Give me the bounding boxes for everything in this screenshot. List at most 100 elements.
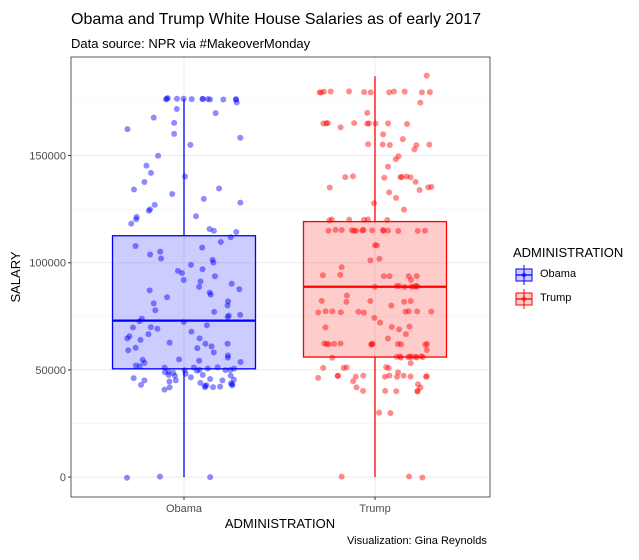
trump-data-point [340, 364, 347, 371]
trump-data-point [405, 308, 412, 315]
trump-data-point [346, 88, 353, 95]
trump-data-point [407, 373, 414, 380]
obama-data-point [132, 362, 139, 369]
trump-data-point [418, 353, 425, 360]
obama-data-point [172, 372, 179, 379]
obama-data-point [207, 474, 214, 481]
obama-data-point [207, 96, 214, 103]
obama-data-point [222, 367, 229, 374]
trump-data-point [417, 99, 424, 106]
trump-data-point [351, 227, 358, 234]
obama-data-point [229, 382, 236, 389]
trump-data-point [371, 283, 378, 290]
trump-box [302, 220, 448, 358]
trump-data-point [406, 323, 413, 330]
trump-data-point [360, 309, 367, 316]
obama-data-point [129, 324, 136, 331]
obama-data-point [196, 366, 203, 373]
trump-data-point [393, 373, 400, 380]
trump-data-point [408, 283, 415, 290]
obama-data-point [136, 318, 143, 325]
obama-data-point [141, 377, 148, 384]
trump-data-point [380, 273, 387, 280]
trump-data-point [361, 89, 368, 96]
trump-data-point [403, 173, 410, 180]
trump-data-point [320, 364, 327, 371]
trump-data-point [367, 89, 374, 96]
obama-data-point [214, 364, 221, 371]
trump-data-point [415, 381, 422, 388]
obama-data-point [202, 384, 209, 391]
trump-data-point [414, 308, 421, 315]
trump-data-point [351, 120, 358, 127]
obama-data-point [227, 380, 234, 387]
obama-data-point [199, 95, 206, 102]
trump-data-point [332, 226, 339, 233]
trump-data-point [382, 387, 389, 394]
trump-data-point [422, 341, 429, 348]
trump-data-point [318, 297, 325, 304]
obama-data-point [161, 369, 168, 376]
obama-data-point [206, 289, 213, 296]
trump-data-point [384, 335, 391, 342]
trump-data-point [426, 89, 433, 96]
trump-data-point [411, 283, 418, 290]
obama-data-point [233, 96, 240, 103]
x-tick-label: Trump [359, 503, 390, 515]
trump-data-point [325, 227, 332, 234]
obama-data-point [143, 162, 150, 169]
trump-data-point [395, 369, 402, 376]
obama-data-point [237, 358, 244, 365]
y-tick-label: 100000 [29, 258, 66, 270]
trump-data-point [401, 88, 408, 95]
trump-data-point [388, 323, 395, 330]
trump-data-point [346, 216, 353, 223]
obama-data-point [199, 371, 206, 378]
obama-data-point [171, 130, 178, 137]
trump-data-point [414, 387, 421, 394]
obama-data-point [146, 287, 153, 294]
obama-data-point [216, 185, 223, 192]
trump-data-point [315, 309, 322, 316]
obama-data-point [236, 286, 243, 293]
trump-data-point [393, 283, 400, 290]
trump-data-point [402, 308, 409, 315]
trump-data-point [350, 378, 357, 385]
trump-data-point [371, 200, 378, 207]
trump-data-point [374, 242, 381, 249]
obama-data-point [203, 322, 210, 329]
obama-data-point [188, 328, 195, 335]
trump-data-point [369, 340, 376, 347]
obama-data-point [169, 191, 176, 198]
trump-data-point [334, 372, 341, 379]
trump-data-point [393, 388, 400, 395]
trump-data-point [400, 372, 407, 379]
obama-data-point [173, 105, 180, 112]
trump-data-point [413, 273, 420, 280]
obama-data-point [237, 199, 244, 206]
trump-data-point [384, 227, 391, 234]
obama-data-point [237, 134, 244, 141]
trump-data-point [329, 308, 336, 315]
obama-data-point [163, 95, 170, 102]
obama-data-point [147, 324, 154, 331]
obama-data-point [141, 178, 148, 185]
trump-data-point [364, 120, 371, 127]
obama-data-point [225, 312, 232, 319]
obama-data-point [208, 343, 215, 350]
obama-data-point [154, 325, 161, 332]
trump-data-point [338, 473, 345, 480]
trump-data-point [406, 353, 413, 360]
trump-data-point [417, 384, 424, 391]
obama-data-point [151, 201, 158, 208]
obama-data-point [227, 234, 234, 241]
trump-data-point [413, 354, 420, 361]
trump-data-point [405, 354, 412, 361]
obama-data-point [233, 99, 240, 106]
obama-data-point [164, 95, 171, 102]
trump-data-point [369, 227, 376, 234]
trump-data-point [361, 216, 368, 223]
obama-data-point [155, 152, 162, 159]
obama-data-point [225, 298, 232, 305]
obama-data-point [166, 339, 173, 346]
